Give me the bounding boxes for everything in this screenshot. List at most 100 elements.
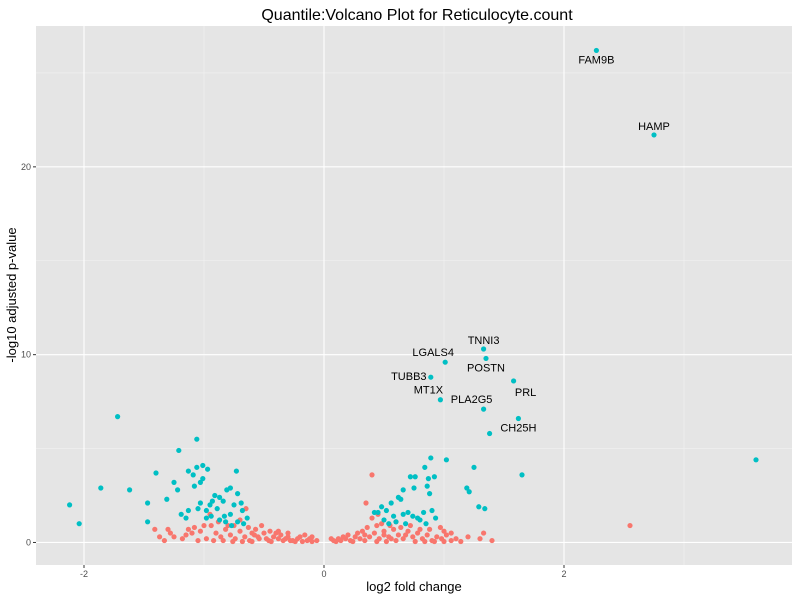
- x-tick-label: -2: [80, 569, 88, 579]
- data-point-significant: [519, 472, 525, 478]
- data-point-not-significant: [379, 521, 385, 527]
- data-point-significant: [383, 507, 389, 514]
- data-point-significant: [400, 511, 406, 517]
- data-point-significant: [212, 492, 218, 499]
- gene-labels: FAM9B HAMP TNNI3 LGALS4 POSTN TUBB3 PRL MT1X PLA…: [391, 54, 670, 434]
- data-point-not-significant: [183, 532, 189, 538]
- data-point-not-significant: [369, 515, 375, 521]
- gene-label: FAM9B: [578, 54, 614, 66]
- data-point-not-significant: [403, 532, 409, 538]
- data-point-significant: [429, 507, 435, 514]
- data-point-not-significant: [152, 526, 158, 532]
- data-point-significant: [145, 500, 151, 506]
- data-point-significant: [223, 519, 229, 525]
- data-point-not-significant: [362, 532, 368, 538]
- data-point-significant: [209, 498, 215, 504]
- significant-points: [67, 47, 759, 529]
- data-point-significant: [421, 509, 427, 516]
- grid-major-lines: [36, 26, 792, 565]
- data-point-not-significant: [374, 538, 380, 545]
- data-point-not-significant: [285, 530, 291, 536]
- data-point-not-significant: [371, 530, 377, 536]
- data-point-not-significant: [355, 530, 361, 536]
- data-point-significant: [221, 513, 227, 519]
- y-tick-label: 20: [21, 162, 31, 172]
- data-point-not-significant: [309, 534, 315, 540]
- data-point-significant: [400, 487, 406, 493]
- data-point-not-significant: [230, 538, 236, 545]
- data-point-significant: [208, 513, 214, 519]
- data-point-not-significant: [465, 534, 471, 540]
- data-point-not-significant: [383, 538, 389, 545]
- data-point-significant: [410, 513, 416, 519]
- data-point-not-significant: [237, 528, 243, 534]
- data-point-significant: [185, 468, 191, 474]
- data-point-not-significant: [278, 532, 284, 538]
- data-point-significant: [214, 506, 220, 512]
- data-point-significant: [153, 470, 159, 476]
- data-point-not-significant: [314, 537, 320, 544]
- data-point-significant: [194, 436, 200, 442]
- data-point-significant: [482, 506, 488, 512]
- data-point-not-significant: [481, 530, 487, 536]
- gene-label: TNNI3: [468, 335, 500, 347]
- data-point-not-significant: [239, 538, 245, 545]
- data-point-significant: [207, 502, 213, 508]
- data-point-not-significant: [249, 538, 255, 545]
- data-point-not-significant: [405, 528, 411, 534]
- data-point-not-significant: [391, 526, 397, 532]
- y-axis-title: -log10 adjusted p-value: [4, 227, 19, 362]
- data-point-significant: [195, 506, 201, 512]
- data-point-significant: [510, 378, 517, 384]
- data-point-not-significant: [255, 534, 261, 540]
- data-point-significant: [197, 479, 203, 485]
- plot-panel: [36, 26, 792, 565]
- data-point-not-significant: [283, 536, 289, 542]
- data-point-not-significant: [393, 537, 399, 544]
- data-point-significant: [651, 132, 657, 138]
- data-point-not-significant: [441, 538, 447, 545]
- data-point-significant: [115, 414, 121, 420]
- data-point-not-significant: [195, 537, 201, 544]
- data-point-significant: [431, 474, 437, 480]
- data-point-not-significant: [287, 537, 293, 544]
- data-point-not-significant: [218, 534, 224, 540]
- x-axis-title: log2 fold change: [366, 579, 461, 594]
- data-point-significant: [393, 519, 399, 525]
- data-point-not-significant: [292, 538, 298, 545]
- data-point-significant: [220, 498, 226, 504]
- data-point-significant: [398, 496, 404, 502]
- data-point-not-significant: [415, 530, 421, 536]
- data-point-significant: [391, 513, 397, 519]
- data-point-not-significant: [220, 537, 226, 544]
- data-point-significant: [229, 522, 235, 529]
- data-point-significant: [428, 374, 434, 380]
- data-point-not-significant: [203, 536, 209, 542]
- data-point-significant: [411, 485, 417, 491]
- y-tick-label: 0: [26, 537, 31, 547]
- data-point-significant: [422, 464, 428, 470]
- gene-label: PRL: [515, 387, 536, 399]
- data-point-not-significant: [453, 536, 459, 542]
- data-point-not-significant: [441, 528, 447, 534]
- data-point-significant: [442, 359, 448, 365]
- data-point-not-significant: [268, 538, 274, 545]
- data-point-not-significant: [225, 522, 231, 529]
- data-point-not-significant: [299, 538, 305, 545]
- data-point-not-significant: [208, 522, 214, 529]
- data-point-significant: [433, 515, 439, 521]
- data-point-not-significant: [161, 537, 167, 544]
- data-point-significant: [476, 504, 482, 510]
- data-point-significant: [171, 479, 177, 485]
- data-point-significant: [238, 500, 244, 506]
- data-point-not-significant: [395, 532, 401, 538]
- data-point-not-significant: [302, 532, 308, 538]
- data-point-not-significant: [357, 536, 363, 542]
- data-point-not-significant: [189, 530, 195, 536]
- data-point-significant: [381, 517, 387, 523]
- data-point-significant: [205, 466, 211, 472]
- data-point-significant: [403, 521, 409, 527]
- data-point-not-significant: [167, 530, 173, 536]
- data-point-not-significant: [191, 524, 197, 531]
